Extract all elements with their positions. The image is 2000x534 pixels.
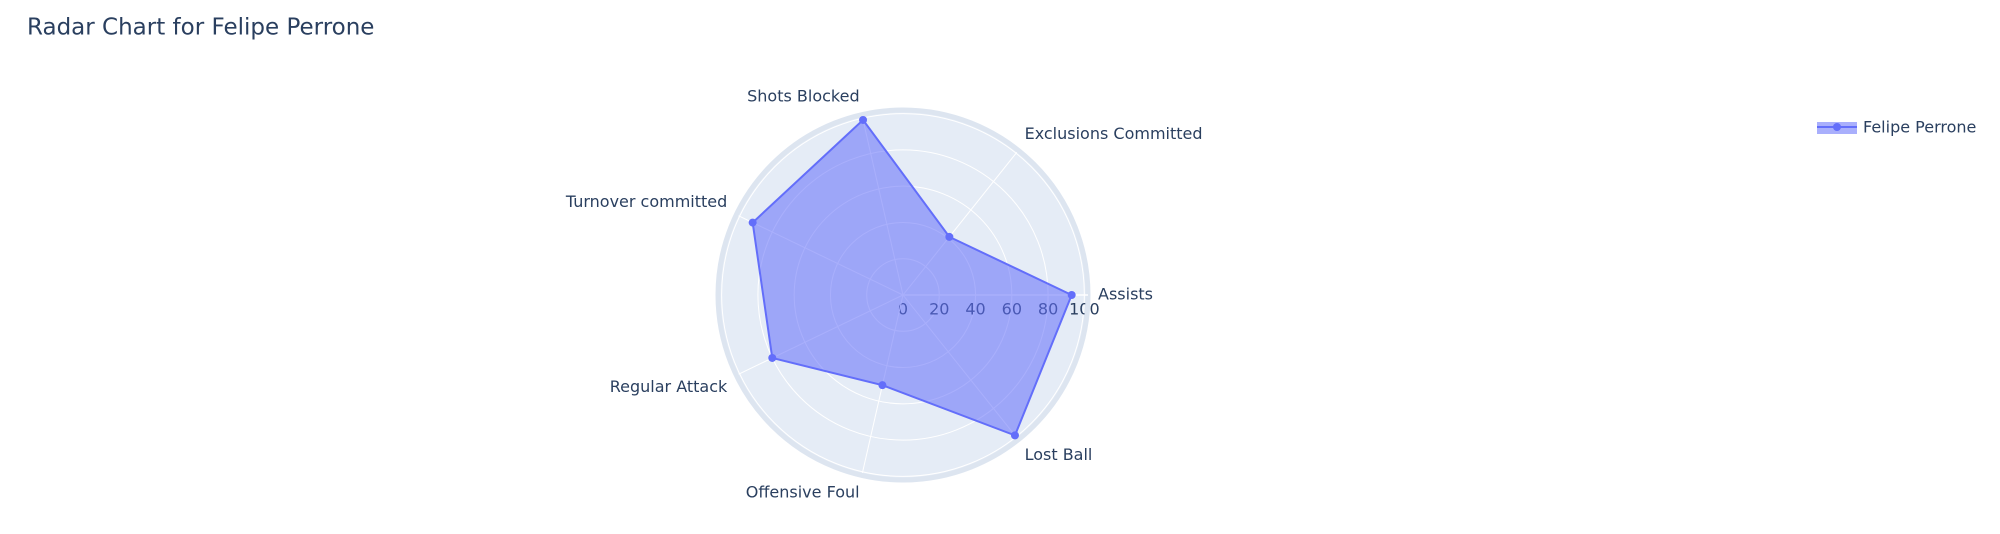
radar-point — [768, 353, 777, 362]
legend-label: Felipe Perrone — [1863, 118, 1976, 137]
radar-point — [945, 232, 954, 241]
radar-point — [1067, 291, 1076, 299]
r-tick-label: 100 — [1069, 300, 1100, 319]
category-label: Regular Attack — [610, 377, 728, 396]
chart-title: Radar Chart for Felipe Perrone — [27, 15, 374, 41]
radar-point — [859, 115, 868, 124]
radar-point — [878, 381, 887, 390]
category-label: Shots Blocked — [747, 86, 859, 105]
category-label: Offensive Foul — [746, 483, 860, 502]
radar-point — [1010, 431, 1019, 440]
category-label: Lost Ball — [1025, 445, 1093, 464]
category-label: Assists — [1098, 285, 1153, 304]
category-label: Exclusions Committed — [1025, 124, 1203, 143]
category-label: Turnover committed — [565, 192, 727, 211]
radar-point — [748, 218, 757, 227]
radar-area — [751, 118, 1073, 437]
legend-marker — [1833, 123, 1841, 131]
